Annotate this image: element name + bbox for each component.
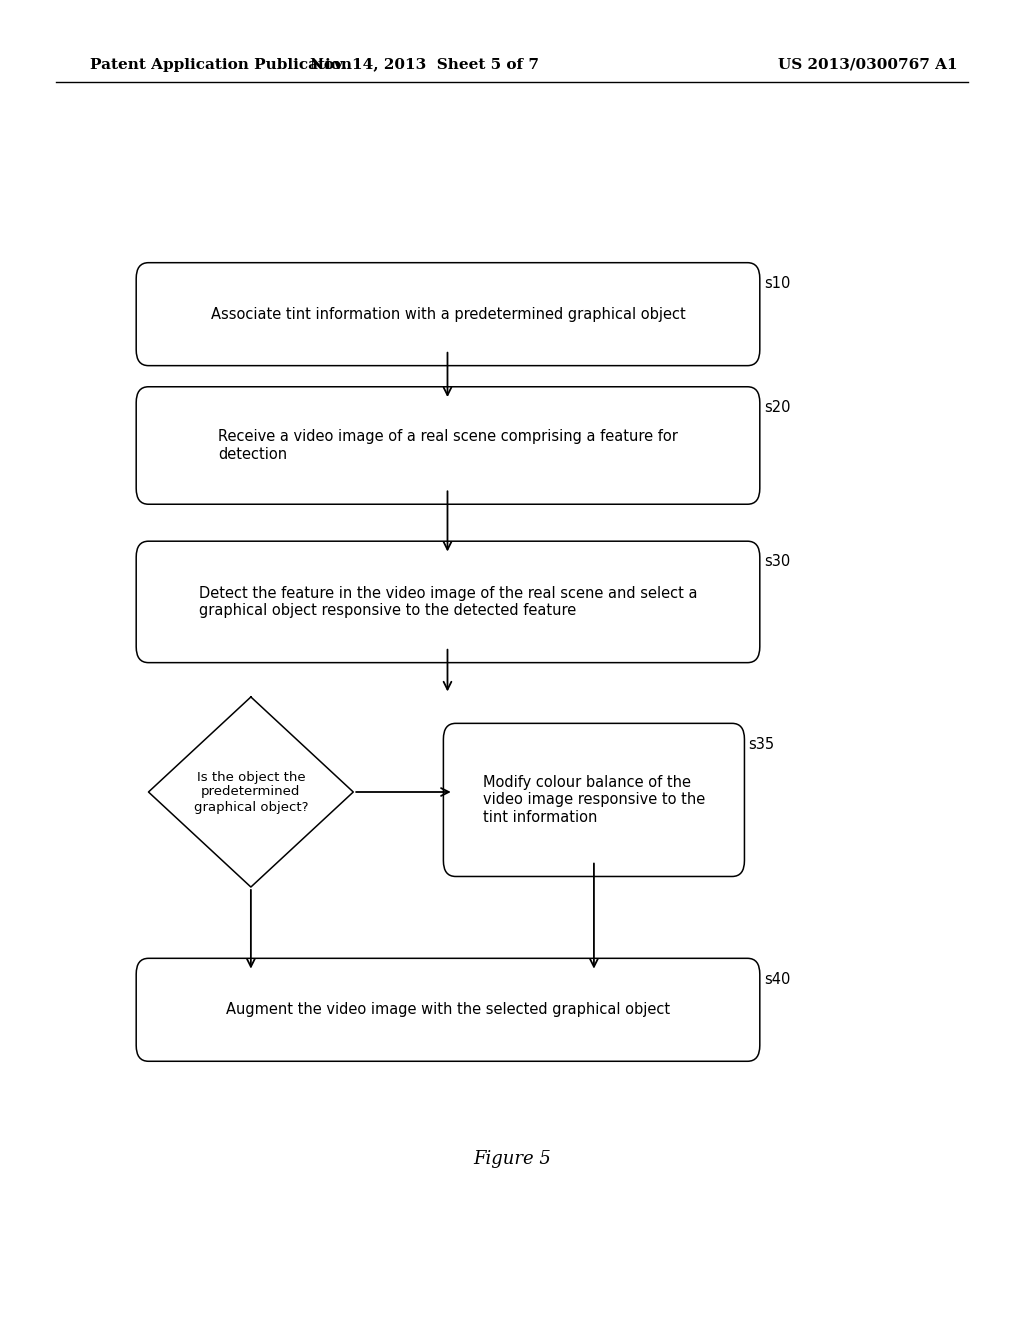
- Text: Augment the video image with the selected graphical object: Augment the video image with the selecte…: [226, 1002, 670, 1018]
- Text: Nov. 14, 2013  Sheet 5 of 7: Nov. 14, 2013 Sheet 5 of 7: [310, 58, 540, 71]
- Text: Patent Application Publication: Patent Application Publication: [90, 58, 352, 71]
- Text: Receive a video image of a real scene comprising a feature for
detection: Receive a video image of a real scene co…: [218, 429, 678, 462]
- FancyBboxPatch shape: [136, 263, 760, 366]
- FancyBboxPatch shape: [443, 723, 744, 876]
- FancyBboxPatch shape: [136, 958, 760, 1061]
- Text: s10: s10: [764, 276, 791, 290]
- Text: Modify colour balance of the
video image responsive to the
tint information: Modify colour balance of the video image…: [482, 775, 706, 825]
- Text: s35: s35: [749, 737, 775, 751]
- Text: s30: s30: [764, 554, 791, 569]
- Text: US 2013/0300767 A1: US 2013/0300767 A1: [778, 58, 957, 71]
- Text: s20: s20: [764, 400, 791, 414]
- Text: s40: s40: [764, 972, 791, 986]
- Text: Associate tint information with a predetermined graphical object: Associate tint information with a predet…: [211, 306, 685, 322]
- Text: Is the object the
predetermined
graphical object?: Is the object the predetermined graphica…: [194, 771, 308, 813]
- Text: Figure 5: Figure 5: [473, 1150, 551, 1168]
- FancyBboxPatch shape: [136, 541, 760, 663]
- Polygon shape: [148, 697, 353, 887]
- FancyBboxPatch shape: [136, 387, 760, 504]
- Text: Detect the feature in the video image of the real scene and select a
graphical o: Detect the feature in the video image of…: [199, 586, 697, 618]
